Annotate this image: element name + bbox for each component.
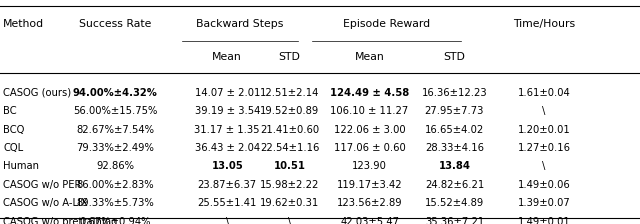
Text: Mean: Mean: [212, 52, 242, 62]
Text: 25.55±1.41: 25.55±1.41: [198, 198, 257, 208]
Text: 82.67%±7.54%: 82.67%±7.54%: [76, 125, 154, 135]
Text: 1.49±0.01: 1.49±0.01: [518, 217, 570, 224]
Text: 21.41±0.60: 21.41±0.60: [260, 125, 319, 135]
Text: 39.19 ± 3.54: 39.19 ± 3.54: [195, 106, 260, 116]
Text: 123.56±2.89: 123.56±2.89: [337, 198, 403, 208]
Text: STD: STD: [444, 52, 465, 62]
Text: 0.67%±0.94%: 0.67%±0.94%: [79, 217, 151, 224]
Text: 56.00%±15.75%: 56.00%±15.75%: [73, 106, 157, 116]
Text: 123.90: 123.90: [352, 162, 387, 171]
Text: \: \: [288, 217, 291, 224]
Text: 27.95±7.73: 27.95±7.73: [425, 106, 484, 116]
Text: 1.39±0.07: 1.39±0.07: [518, 198, 570, 208]
Text: CQL: CQL: [3, 143, 23, 153]
Text: 1.49±0.06: 1.49±0.06: [518, 180, 570, 190]
Text: \: \: [225, 217, 229, 224]
Text: 122.06 ± 3.00: 122.06 ± 3.00: [334, 125, 405, 135]
Text: CASOG w/o pretraining: CASOG w/o pretraining: [3, 217, 118, 224]
Text: Success Rate: Success Rate: [79, 19, 152, 28]
Text: 42.03±5.47: 42.03±5.47: [340, 217, 399, 224]
Text: \: \: [542, 162, 546, 171]
Text: 35.36±7.21: 35.36±7.21: [425, 217, 484, 224]
Text: Backward Steps: Backward Steps: [196, 19, 284, 28]
Text: 13.84: 13.84: [438, 162, 470, 171]
Text: 19.62±0.31: 19.62±0.31: [260, 198, 319, 208]
Text: CASOG w/o A-LIX: CASOG w/o A-LIX: [3, 198, 88, 208]
Text: 23.87±6.37: 23.87±6.37: [198, 180, 257, 190]
Text: \: \: [542, 106, 546, 116]
Text: 12.51±2.14: 12.51±2.14: [260, 88, 319, 98]
Text: 79.33%±2.49%: 79.33%±2.49%: [76, 143, 154, 153]
Text: Time/Hours: Time/Hours: [513, 19, 575, 28]
Text: 22.54±1.16: 22.54±1.16: [260, 143, 319, 153]
Text: CASOG (ours): CASOG (ours): [3, 88, 71, 98]
Text: 15.52±4.89: 15.52±4.89: [425, 198, 484, 208]
Text: BCQ: BCQ: [3, 125, 24, 135]
Text: 124.49 ± 4.58: 124.49 ± 4.58: [330, 88, 409, 98]
Text: 28.33±4.16: 28.33±4.16: [425, 143, 484, 153]
Text: STD: STD: [278, 52, 301, 62]
Text: 15.98±2.22: 15.98±2.22: [260, 180, 319, 190]
Text: 106.10 ± 11.27: 106.10 ± 11.27: [330, 106, 409, 116]
Text: 1.27±0.16: 1.27±0.16: [518, 143, 570, 153]
Text: Method: Method: [3, 19, 44, 28]
Text: 92.86%: 92.86%: [96, 162, 134, 171]
Text: 16.65±4.02: 16.65±4.02: [425, 125, 484, 135]
Text: Human: Human: [3, 162, 39, 171]
Text: 19.52±0.89: 19.52±0.89: [260, 106, 319, 116]
Text: 89.33%±5.73%: 89.33%±5.73%: [76, 198, 154, 208]
Text: 117.06 ± 0.60: 117.06 ± 0.60: [333, 143, 406, 153]
Text: 119.17±3.42: 119.17±3.42: [337, 180, 403, 190]
Text: 14.07 ± 2.01: 14.07 ± 2.01: [195, 88, 260, 98]
Text: 94.00%±4.32%: 94.00%±4.32%: [73, 88, 157, 98]
Text: 16.36±12.23: 16.36±12.23: [422, 88, 487, 98]
Text: 13.05: 13.05: [211, 162, 243, 171]
Text: 10.51: 10.51: [274, 162, 306, 171]
Text: CASOG w/o PER: CASOG w/o PER: [3, 180, 81, 190]
Text: 86.00%±2.83%: 86.00%±2.83%: [76, 180, 154, 190]
Text: 1.20±0.01: 1.20±0.01: [518, 125, 570, 135]
Text: 24.82±6.21: 24.82±6.21: [425, 180, 484, 190]
Text: BC: BC: [3, 106, 17, 116]
Text: 31.17 ± 1.35: 31.17 ± 1.35: [195, 125, 260, 135]
Text: 36.43 ± 2.04: 36.43 ± 2.04: [195, 143, 260, 153]
Text: 1.61±0.04: 1.61±0.04: [518, 88, 570, 98]
Text: Episode Reward: Episode Reward: [343, 19, 430, 28]
Text: Mean: Mean: [355, 52, 385, 62]
